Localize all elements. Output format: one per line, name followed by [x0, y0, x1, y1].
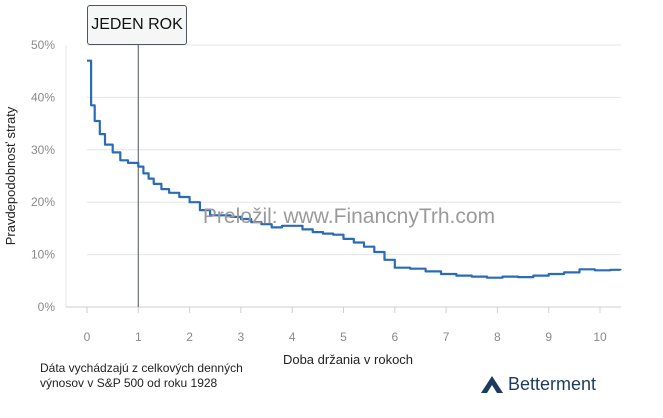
one-year-annotation-label: JEDEN ROK [91, 16, 183, 33]
betterment-logo-icon [481, 376, 503, 393]
y-tick-label: 10% [31, 248, 55, 262]
x-tick-label: 1 [135, 330, 142, 344]
loss-probability-line [87, 59, 622, 279]
x-tick-label: 9 [545, 330, 552, 344]
watermark-text: Preložil: www.FinancnyTrh.com [203, 205, 495, 228]
x-tick-label: 7 [443, 330, 450, 344]
y-tick-label: 40% [31, 90, 55, 104]
x-tick-label: 0 [84, 330, 91, 344]
x-tick-label: 8 [494, 330, 501, 344]
y-tick-label: 0% [38, 300, 56, 314]
x-tick-label: 4 [289, 330, 296, 344]
x-tick-label: 5 [340, 330, 347, 344]
axis-layer [65, 45, 621, 313]
brand-name: Betterment [508, 373, 597, 394]
tick-labels: 0% 10% 20% 30% 40% 50% 0 1 2 3 4 5 6 7 8 9 10 [31, 38, 607, 344]
x-tick-label: 2 [186, 330, 193, 344]
y-tick-label: 20% [31, 195, 55, 209]
data-source-note: Dáta vychádzajú z celkových denných výno… [40, 361, 243, 390]
x-axis-title: Doba držania v rokoch [283, 352, 413, 367]
y-tick-label: 30% [31, 143, 55, 157]
y-tick-label: 50% [31, 38, 55, 52]
x-tick-label: 10 [593, 330, 607, 344]
x-tick-label: 6 [391, 330, 398, 344]
grid-layer [87, 44, 621, 308]
one-year-annotation: JEDEN ROK [87, 5, 187, 45]
x-tick-label: 3 [238, 330, 245, 344]
y-axis-title: Pravdepodobnosť straty [3, 106, 18, 245]
brand-logo: Betterment [480, 372, 596, 396]
